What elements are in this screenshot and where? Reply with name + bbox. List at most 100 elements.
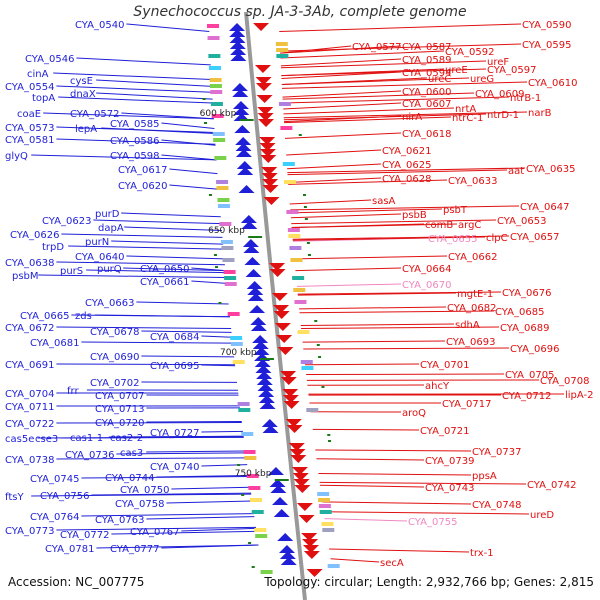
gene-label-cya_0647[interactable]: CYA_0647 — [520, 202, 569, 213]
gene-label-cya_0767[interactable]: CYA_0767 — [130, 527, 179, 538]
gene-label-cya_0610[interactable]: CYA_0610 — [528, 78, 577, 89]
gene-label-cya_0572[interactable]: CYA_0572 — [70, 109, 119, 120]
gene-label-ppsa[interactable]: ppsA — [472, 471, 497, 482]
gene-label-cya_0618[interactable]: CYA_0618 — [402, 129, 451, 140]
gene-label-ntrc-1[interactable]: ntrC-1 — [452, 113, 483, 124]
gene-label-cya_0633[interactable]: CYA_0633 — [448, 176, 497, 187]
gene-label-purd[interactable]: purD — [95, 209, 120, 220]
gene-label-narb[interactable]: narB — [528, 108, 552, 119]
gene-label-dnax[interactable]: dnaX — [70, 89, 96, 100]
gene-label-frr[interactable]: frr — [67, 386, 79, 397]
gene-label-ntrd-1[interactable]: ntrD-1 — [487, 110, 519, 121]
gene-label-cya_0676[interactable]: CYA_0676 — [502, 288, 551, 299]
gene-label-cya_0650[interactable]: CYA_0650 — [140, 264, 189, 275]
gene-label-purn[interactable]: purN — [85, 237, 109, 248]
gene-label-cya_0585[interactable]: CYA_0585 — [110, 119, 159, 130]
gene-label-cya_0695[interactable]: CYA_0695 — [150, 361, 199, 372]
gene-label-sdha[interactable]: sdhA — [455, 320, 480, 331]
gene-label-trpd[interactable]: trpD — [42, 242, 64, 253]
gene-label-cas1-1[interactable]: cas1-1 — [70, 433, 103, 444]
gene-label-cyse[interactable]: cysE — [70, 76, 93, 87]
gene-label-clpc[interactable]: clpC — [486, 233, 508, 244]
gene-label-cya_0609[interactable]: CYA_0609 — [475, 89, 524, 100]
gene-label-cya_0727[interactable]: CYA_0727 — [150, 428, 199, 439]
gene-label-cya_0681[interactable]: CYA_0681 — [30, 338, 79, 349]
gene-label-cya_0689[interactable]: CYA_0689 — [500, 323, 549, 334]
gene-label-lipa-2[interactable]: lipA-2 — [565, 390, 594, 401]
gene-label-cya_0684[interactable]: CYA_0684 — [150, 332, 199, 343]
gene-label-cya_0665[interactable]: CYA_0665 — [20, 311, 69, 322]
gene-label-cya_0713[interactable]: CYA_0713 — [95, 404, 144, 415]
gene-label-cya_0742[interactable]: CYA_0742 — [527, 480, 576, 491]
gene-label-lepa[interactable]: lepA — [75, 124, 97, 135]
gene-label-cya_0685[interactable]: CYA_0685 — [495, 307, 544, 318]
gene-label-cya_0758[interactable]: CYA_0758 — [115, 499, 164, 510]
gene-label-cya_0708[interactable]: CYA_0708 — [540, 376, 589, 387]
gene-label-cse3[interactable]: cse3 — [35, 434, 58, 445]
gene-label-aroq[interactable]: aroQ — [402, 408, 426, 419]
gene-label-cya_0590[interactable]: CYA_0590 — [522, 20, 571, 31]
gene-label-cya_0662[interactable]: CYA_0662 — [448, 252, 497, 263]
gene-label-cya_0600[interactable]: CYA_0600 — [402, 87, 451, 98]
gene-label-cya_0720[interactable]: CYA_0720 — [95, 418, 144, 429]
gene-label-cya_0693[interactable]: CYA_0693 — [446, 337, 495, 348]
gene-label-cya_0621[interactable]: CYA_0621 — [382, 146, 431, 157]
gene-label-cya_0739[interactable]: CYA_0739 — [425, 456, 474, 467]
gene-label-cya_0607[interactable]: CYA_0607 — [402, 99, 451, 110]
gene-label-glyq[interactable]: glyQ — [5, 151, 28, 162]
gene-label-cya_0640[interactable]: CYA_0640 — [75, 252, 124, 263]
gene-label-cya_0690[interactable]: CYA_0690 — [90, 352, 139, 363]
gene-label-cina[interactable]: cinA — [27, 69, 49, 80]
gene-label-cya_0663[interactable]: CYA_0663 — [85, 298, 134, 309]
gene-label-cya_0777[interactable]: CYA_0777 — [110, 544, 159, 555]
gene-label-cya_0712[interactable]: CYA_0712 — [502, 391, 551, 402]
gene-label-cya_0540[interactable]: CYA_0540 — [75, 20, 124, 31]
gene-label-cya_0594[interactable]: CYA_0594 — [402, 68, 451, 79]
gene-label-cya_0717[interactable]: CYA_0717 — [442, 399, 491, 410]
gene-label-uree[interactable]: ureE — [445, 65, 468, 76]
gene-label-cya_0625[interactable]: CYA_0625 — [382, 160, 431, 171]
gene-label-nrta[interactable]: nrtA — [455, 104, 476, 115]
gene-label-cya_0635[interactable]: CYA_0635 — [526, 164, 575, 175]
gene-label-ahcy[interactable]: ahcY — [425, 381, 450, 392]
gene-label-cya_0664[interactable]: CYA_0664 — [402, 264, 451, 275]
gene-label-cya_0577[interactable]: CYA_0577 — [352, 42, 401, 53]
gene-label-cya_0655[interactable]: CYA_0655 — [428, 234, 477, 245]
gene-label-cya_0638[interactable]: CYA_0638 — [5, 258, 54, 269]
gene-label-cya_0721[interactable]: CYA_0721 — [420, 426, 469, 437]
gene-label-ntrb-1[interactable]: ntrB-1 — [510, 93, 541, 104]
gene-label-cya_0737[interactable]: CYA_0737 — [472, 447, 521, 458]
gene-label-trx-1[interactable]: trx-1 — [470, 548, 494, 559]
gene-label-cya_0781[interactable]: CYA_0781 — [45, 544, 94, 555]
gene-label-cya_0546[interactable]: CYA_0546 — [25, 54, 74, 65]
gene-label-cya_0701[interactable]: CYA_0701 — [420, 360, 469, 371]
gene-label-cya_0743[interactable]: CYA_0743 — [425, 483, 474, 494]
gene-label-cya_0628[interactable]: CYA_0628 — [382, 174, 431, 185]
gene-label-cya_0705[interactable]: CYA_0705 — [505, 370, 554, 381]
gene-label-cya_0707[interactable]: CYA_0707 — [95, 391, 144, 402]
gene-label-psbm[interactable]: psbM — [12, 271, 39, 282]
gene-label-coae[interactable]: coaE — [17, 109, 41, 120]
gene-label-mgte-1[interactable]: mgtE-1 — [457, 289, 493, 300]
gene-label-cya_0745[interactable]: CYA_0745 — [30, 474, 79, 485]
gene-label-cya_0554[interactable]: CYA_0554 — [5, 82, 54, 93]
gene-label-cas3[interactable]: cas3 — [120, 448, 143, 459]
gene-label-cya_0597[interactable]: CYA_0597 — [487, 65, 536, 76]
gene-label-cya_0581[interactable]: CYA_0581 — [5, 135, 54, 146]
gene-label-cya_0704[interactable]: CYA_0704 — [5, 389, 54, 400]
gene-label-sasa[interactable]: sasA — [372, 196, 396, 207]
gene-label-zds[interactable]: zds — [75, 311, 92, 322]
gene-label-cya_0738[interactable]: CYA_0738 — [5, 455, 54, 466]
gene-label-cya_0623[interactable]: CYA_0623 — [42, 216, 91, 227]
gene-label-cya_0772[interactable]: CYA_0772 — [60, 530, 109, 541]
gene-label-cya_0763[interactable]: CYA_0763 — [95, 515, 144, 526]
gene-label-cya_0589[interactable]: CYA_0589 — [402, 55, 451, 66]
gene-label-cya_0750[interactable]: CYA_0750 — [120, 485, 169, 496]
gene-label-cya_0691[interactable]: CYA_0691 — [5, 360, 54, 371]
gene-label-psbt[interactable]: psbT — [443, 205, 468, 216]
gene-label-cya_0657[interactable]: CYA_0657 — [510, 232, 559, 243]
gene-label-cas5e[interactable]: cas5e — [5, 434, 34, 445]
gene-label-cya_0696[interactable]: CYA_0696 — [510, 344, 559, 355]
gene-label-cya_0678[interactable]: CYA_0678 — [90, 327, 139, 338]
gene-label-cya_0755[interactable]: CYA_0755 — [408, 517, 457, 528]
